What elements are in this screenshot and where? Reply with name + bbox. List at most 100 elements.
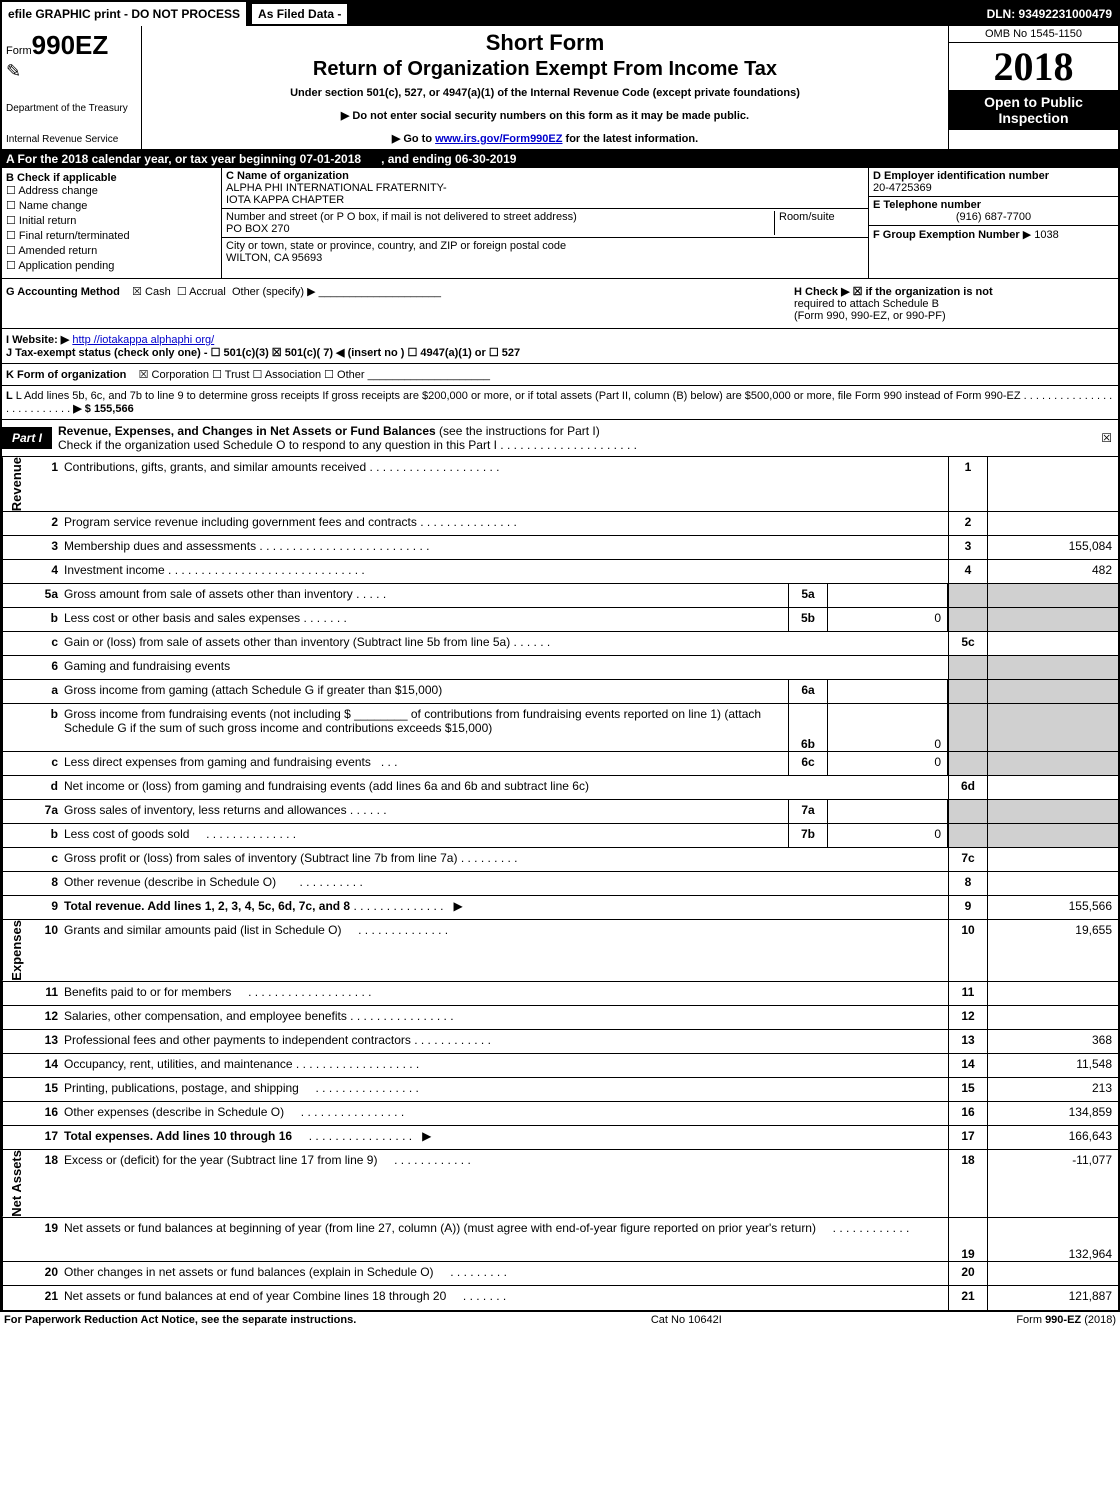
l20-num: 20 (30, 1262, 64, 1285)
l7a-desc: Gross sales of inventory, less returns a… (64, 800, 788, 823)
l16-rv: 134,859 (988, 1102, 1118, 1125)
l15-desc: Printing, publications, postage, and shi… (64, 1078, 948, 1101)
page-footer: For Paperwork Reduction Act Notice, see … (0, 1312, 1120, 1328)
line-7a: 7a Gross sales of inventory, less return… (2, 800, 1118, 824)
col-b-checkboxes: B Check if applicable ☐ Address change ☐… (2, 168, 222, 278)
line-14: 14 Occupancy, rent, utilities, and maint… (2, 1054, 1118, 1078)
l5a-num: 5a (30, 584, 64, 607)
g-accounting: G Accounting Method ☒ Cash ☐ Accrual Oth… (6, 285, 794, 322)
l-text: L Add lines 5b, 6c, and 7b to line 9 to … (16, 390, 1021, 402)
line-19: 19 Net assets or fund balances at beginn… (2, 1218, 1118, 1262)
l9-rv: 155,566 (988, 896, 1118, 919)
l20-rn: 20 (948, 1262, 988, 1285)
l5b-desc: Less cost or other basis and sales expen… (64, 608, 788, 631)
room-suite: Room/suite (774, 211, 864, 235)
signature-icon: ✎ (6, 61, 137, 82)
arrow-ssn: ▶ Do not enter social security numbers o… (152, 109, 938, 122)
l6c-mn: 6c (788, 752, 828, 775)
arrow-goto: ▶ Go to www.irs.gov/Form990EZ for the la… (152, 132, 938, 145)
line-9: 9 Total revenue. Add lines 1, 2, 3, 4, 5… (2, 896, 1118, 920)
l12-desc: Salaries, other compensation, and employ… (64, 1006, 948, 1029)
l14-desc: Occupancy, rent, utilities, and maintena… (64, 1054, 948, 1077)
irs-label: Internal Revenue Service (6, 134, 137, 145)
l7b-desc: Less cost of goods sold . . . . . . . . … (64, 824, 788, 847)
l11-rn: 11 (948, 982, 988, 1005)
l5b-num: b (30, 608, 64, 631)
g-cash[interactable]: ☒ Cash (132, 286, 171, 298)
l5b-mn: 5b (788, 608, 828, 631)
part-1-checkbox[interactable]: ☒ (1101, 431, 1118, 445)
l19-rn: 19 (948, 1218, 988, 1261)
b-opt-initial[interactable]: ☐ Initial return (6, 214, 217, 227)
section-revenue-label: Revenue (2, 457, 30, 511)
l6b-desc: Gross income from fundraising events (no… (64, 704, 788, 751)
g-label: G Accounting Method (6, 286, 120, 298)
l5a-mn: 5a (788, 584, 828, 607)
form-header: Form990EZ ✎ Department of the Treasury I… (2, 26, 1118, 150)
l2-desc: Program service revenue including govern… (64, 512, 948, 535)
l6b-rn (948, 704, 988, 751)
g-accrual[interactable]: ☐ Accrual (177, 286, 226, 298)
section-gh: G Accounting Method ☒ Cash ☐ Accrual Oth… (2, 279, 1118, 329)
l10-num: 10 (30, 920, 64, 981)
line-4: 4 Investment income . . . . . . . . . . … (2, 560, 1118, 584)
f-group: F Group Exemption Number ▶ 1038 (869, 226, 1118, 243)
l6a-num: a (30, 680, 64, 703)
b-opt-pending[interactable]: ☐ Application pending (6, 259, 217, 272)
l9-desc: Total revenue. Add lines 1, 2, 3, 4, 5c,… (64, 896, 948, 919)
l11-desc: Benefits paid to or for members . . . . … (64, 982, 948, 1005)
l21-rn: 21 (948, 1286, 988, 1310)
section-netassets-label: Net Assets (2, 1150, 30, 1217)
c-city-block: City or town, state or province, country… (222, 238, 868, 266)
footer-form: Form 990-EZ (2018) (1016, 1314, 1116, 1326)
topbar: efile GRAPHIC print - DO NOT PROCESS As … (2, 2, 1118, 26)
efile-label: efile GRAPHIC print - DO NOT PROCESS (2, 2, 246, 26)
line-5b: b Less cost or other basis and sales exp… (2, 608, 1118, 632)
l5a-desc: Gross amount from sale of assets other t… (64, 584, 788, 607)
part-1-tag: Part I (2, 427, 52, 449)
b-opt-amended[interactable]: ☐ Amended return (6, 244, 217, 257)
l6a-mv (828, 680, 948, 703)
b-opt-name[interactable]: ☐ Name change (6, 199, 217, 212)
l5c-rn: 5c (948, 632, 988, 655)
l8-desc: Other revenue (describe in Schedule O) .… (64, 872, 948, 895)
c-addr-value: PO BOX 270 (226, 223, 290, 235)
l6c-mv: 0 (828, 752, 948, 775)
e-phone: E Telephone number (916) 687-7700 (869, 197, 1118, 226)
l5c-rv (988, 632, 1118, 655)
part-1-desc: Revenue, Expenses, and Changes in Net As… (52, 420, 1101, 456)
f-label: F Group Exemption Number (873, 229, 1020, 241)
line-6d: d Net income or (loss) from gaming and f… (2, 776, 1118, 800)
row-a-end: , and ending 06-30-2019 (381, 152, 516, 166)
header-mid: Short Form Return of Organization Exempt… (142, 26, 948, 149)
b-opt-address[interactable]: ☐ Address change (6, 184, 217, 197)
l14-rn: 14 (948, 1054, 988, 1077)
l7c-rv (988, 848, 1118, 871)
h-line2: required to attach Schedule B (794, 298, 939, 310)
row-a-begin: A For the 2018 calendar year, or tax yea… (6, 152, 361, 166)
line-12: 12 Salaries, other compensation, and emp… (2, 1006, 1118, 1030)
b-title: B Check if applicable (6, 172, 117, 184)
l5b-rv (988, 608, 1118, 631)
l2-num: 2 (30, 512, 64, 535)
l6b-mv: 0 (828, 704, 948, 751)
irs-link[interactable]: www.irs.gov/Form990EZ (435, 133, 562, 145)
part-1-title: Revenue, Expenses, and Changes in Net As… (58, 424, 436, 438)
l6-desc: Gaming and fundraising events (64, 656, 948, 679)
i-website-link[interactable]: http //iotakappa alphaphi org/ (72, 334, 214, 346)
f-value: ▶ 1038 (1023, 229, 1059, 241)
line-1: Revenue 1 Contributions, gifts, grants, … (2, 457, 1118, 512)
k-opts[interactable]: ☒ Corporation ☐ Trust ☐ Association ☐ Ot… (139, 369, 365, 381)
line-6a: a Gross income from gaming (attach Sched… (2, 680, 1118, 704)
b-opt-final[interactable]: ☐ Final return/terminated (6, 229, 217, 242)
l7a-rn (948, 800, 988, 823)
l6c-rn (948, 752, 988, 775)
line-15: 15 Printing, publications, postage, and … (2, 1078, 1118, 1102)
dept-treasury: Department of the Treasury (6, 103, 137, 114)
l7b-mn: 7b (788, 824, 828, 847)
l12-num: 12 (30, 1006, 64, 1029)
l17-desc: Total expenses. Add lines 10 through 16 … (64, 1126, 948, 1149)
l7b-rv (988, 824, 1118, 847)
g-other[interactable]: Other (specify) ▶ (232, 286, 316, 298)
l5a-rv (988, 584, 1118, 607)
